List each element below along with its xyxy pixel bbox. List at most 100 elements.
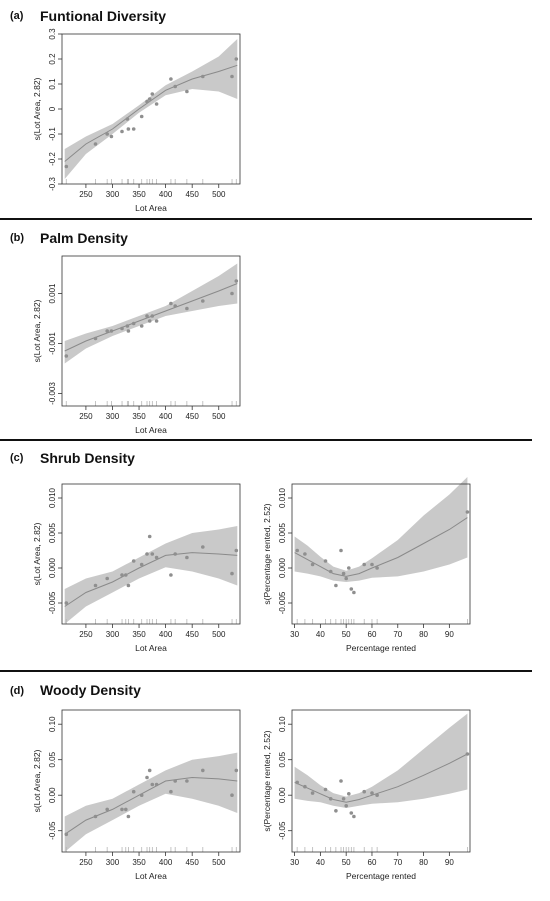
x-tick-label: 450 bbox=[185, 190, 199, 199]
x-tick-label: 70 bbox=[393, 630, 402, 639]
y-axis-label: s(Lot Area, 2.82) bbox=[32, 299, 42, 362]
x-tick-label: 40 bbox=[316, 858, 325, 867]
confidence-band bbox=[64, 39, 238, 179]
data-point bbox=[169, 573, 173, 577]
data-point bbox=[109, 134, 114, 139]
data-point bbox=[125, 117, 130, 121]
data-point bbox=[139, 114, 144, 119]
plot-frame bbox=[61, 33, 241, 185]
data-point bbox=[150, 552, 155, 556]
plot-frame bbox=[61, 483, 241, 625]
divider-1 bbox=[0, 218, 532, 220]
confidence-band bbox=[64, 263, 238, 364]
data-point bbox=[126, 329, 131, 333]
y-tick-label: -0.05 bbox=[48, 821, 57, 840]
y-tick-label: 0.00 bbox=[278, 787, 287, 803]
data-point bbox=[465, 752, 470, 756]
x-tick-label: 300 bbox=[106, 630, 120, 639]
data-point bbox=[230, 571, 234, 576]
plot-frame bbox=[61, 255, 241, 407]
data-point bbox=[295, 780, 299, 785]
plot-frame bbox=[291, 709, 471, 853]
data-point bbox=[230, 793, 234, 797]
x-tick-label: 500 bbox=[212, 190, 226, 199]
y-tick-label: 0.05 bbox=[48, 751, 57, 767]
data-point bbox=[145, 552, 149, 556]
x-tick-label: 450 bbox=[185, 858, 199, 867]
y-tick-label: -0.005 bbox=[48, 591, 57, 614]
data-point bbox=[349, 587, 354, 591]
data-point bbox=[173, 304, 177, 308]
data-point bbox=[105, 807, 109, 812]
data-point bbox=[145, 99, 149, 104]
data-point bbox=[120, 129, 124, 134]
data-point bbox=[230, 74, 234, 79]
data-point bbox=[173, 84, 177, 89]
data-point bbox=[120, 326, 124, 331]
x-tick-label: 350 bbox=[132, 412, 146, 421]
data-point bbox=[126, 814, 131, 819]
data-point bbox=[185, 89, 189, 94]
data-point bbox=[105, 132, 109, 136]
x-tick-label: 500 bbox=[212, 858, 226, 867]
data-point bbox=[124, 573, 128, 577]
y-tick-label: 0.1 bbox=[48, 78, 57, 90]
data-point bbox=[105, 329, 109, 333]
data-point bbox=[362, 789, 366, 794]
data-point bbox=[370, 791, 374, 795]
data-point bbox=[173, 779, 177, 783]
confidence-band bbox=[64, 526, 238, 624]
y-tick-label: 0.3 bbox=[48, 28, 57, 40]
chart-pd-lotarea: 250 300 350 400 450 500 -0.003 -0.001 0.001 Lot A… bbox=[32, 255, 241, 435]
y-tick-label: 0.010 bbox=[278, 487, 287, 508]
fit-line bbox=[294, 753, 468, 803]
panel-a-title: Funtional Diversity bbox=[40, 8, 167, 24]
x-tick-label: 80 bbox=[419, 630, 428, 639]
data-point bbox=[131, 321, 136, 326]
x-tick-label: 250 bbox=[79, 412, 93, 421]
data-point bbox=[185, 779, 189, 783]
plot-frame bbox=[61, 709, 241, 853]
panel-a-letter: (a) bbox=[10, 10, 24, 22]
data-point bbox=[328, 569, 333, 574]
chart-sd-lotarea: 250 300 350 400 450 500 -0.005 0.000 0.005 0.010 L… bbox=[32, 483, 241, 653]
data-point bbox=[234, 279, 239, 283]
data-point bbox=[150, 782, 155, 787]
y-tick-label: -0.005 bbox=[278, 591, 287, 614]
data-point bbox=[339, 779, 343, 783]
y-tick-label: 0 bbox=[48, 106, 57, 111]
data-point bbox=[370, 562, 374, 567]
data-point bbox=[334, 809, 338, 813]
data-point bbox=[339, 548, 343, 553]
data-point bbox=[139, 324, 144, 328]
data-point bbox=[310, 562, 315, 567]
data-point bbox=[64, 832, 69, 837]
data-point bbox=[173, 552, 177, 556]
y-axis-label: s(Percentage rented, 2.52) bbox=[262, 503, 272, 604]
x-tick-label: 50 bbox=[342, 858, 351, 867]
y-axis-label: s(Percentage rented, 2.52) bbox=[262, 730, 272, 831]
data-point bbox=[139, 562, 144, 567]
data-point bbox=[352, 590, 356, 595]
fit-line bbox=[294, 517, 468, 577]
data-point bbox=[154, 782, 159, 787]
data-point bbox=[375, 566, 379, 570]
data-point bbox=[147, 534, 152, 539]
y-tick-label: -0.3 bbox=[48, 177, 57, 191]
y-tick-label: 0.10 bbox=[278, 716, 287, 732]
data-point bbox=[344, 804, 348, 808]
x-tick-label: 400 bbox=[159, 630, 173, 639]
y-axis-label: s(Lot Area, 2.82) bbox=[32, 77, 42, 140]
data-point bbox=[328, 797, 333, 801]
x-tick-label: 400 bbox=[159, 190, 173, 199]
fit-line bbox=[64, 64, 238, 162]
data-point bbox=[93, 336, 98, 341]
y-tick-label: 0.05 bbox=[278, 751, 287, 767]
data-point bbox=[352, 814, 356, 819]
x-tick-label: 60 bbox=[368, 858, 377, 867]
x-axis-label: Lot Area bbox=[135, 203, 167, 213]
data-point bbox=[93, 142, 98, 146]
panel-d-letter: (d) bbox=[10, 685, 25, 697]
y-axis-label: s(Lot Area, 2.82) bbox=[32, 522, 42, 585]
y-tick-label: -0.1 bbox=[48, 127, 57, 141]
